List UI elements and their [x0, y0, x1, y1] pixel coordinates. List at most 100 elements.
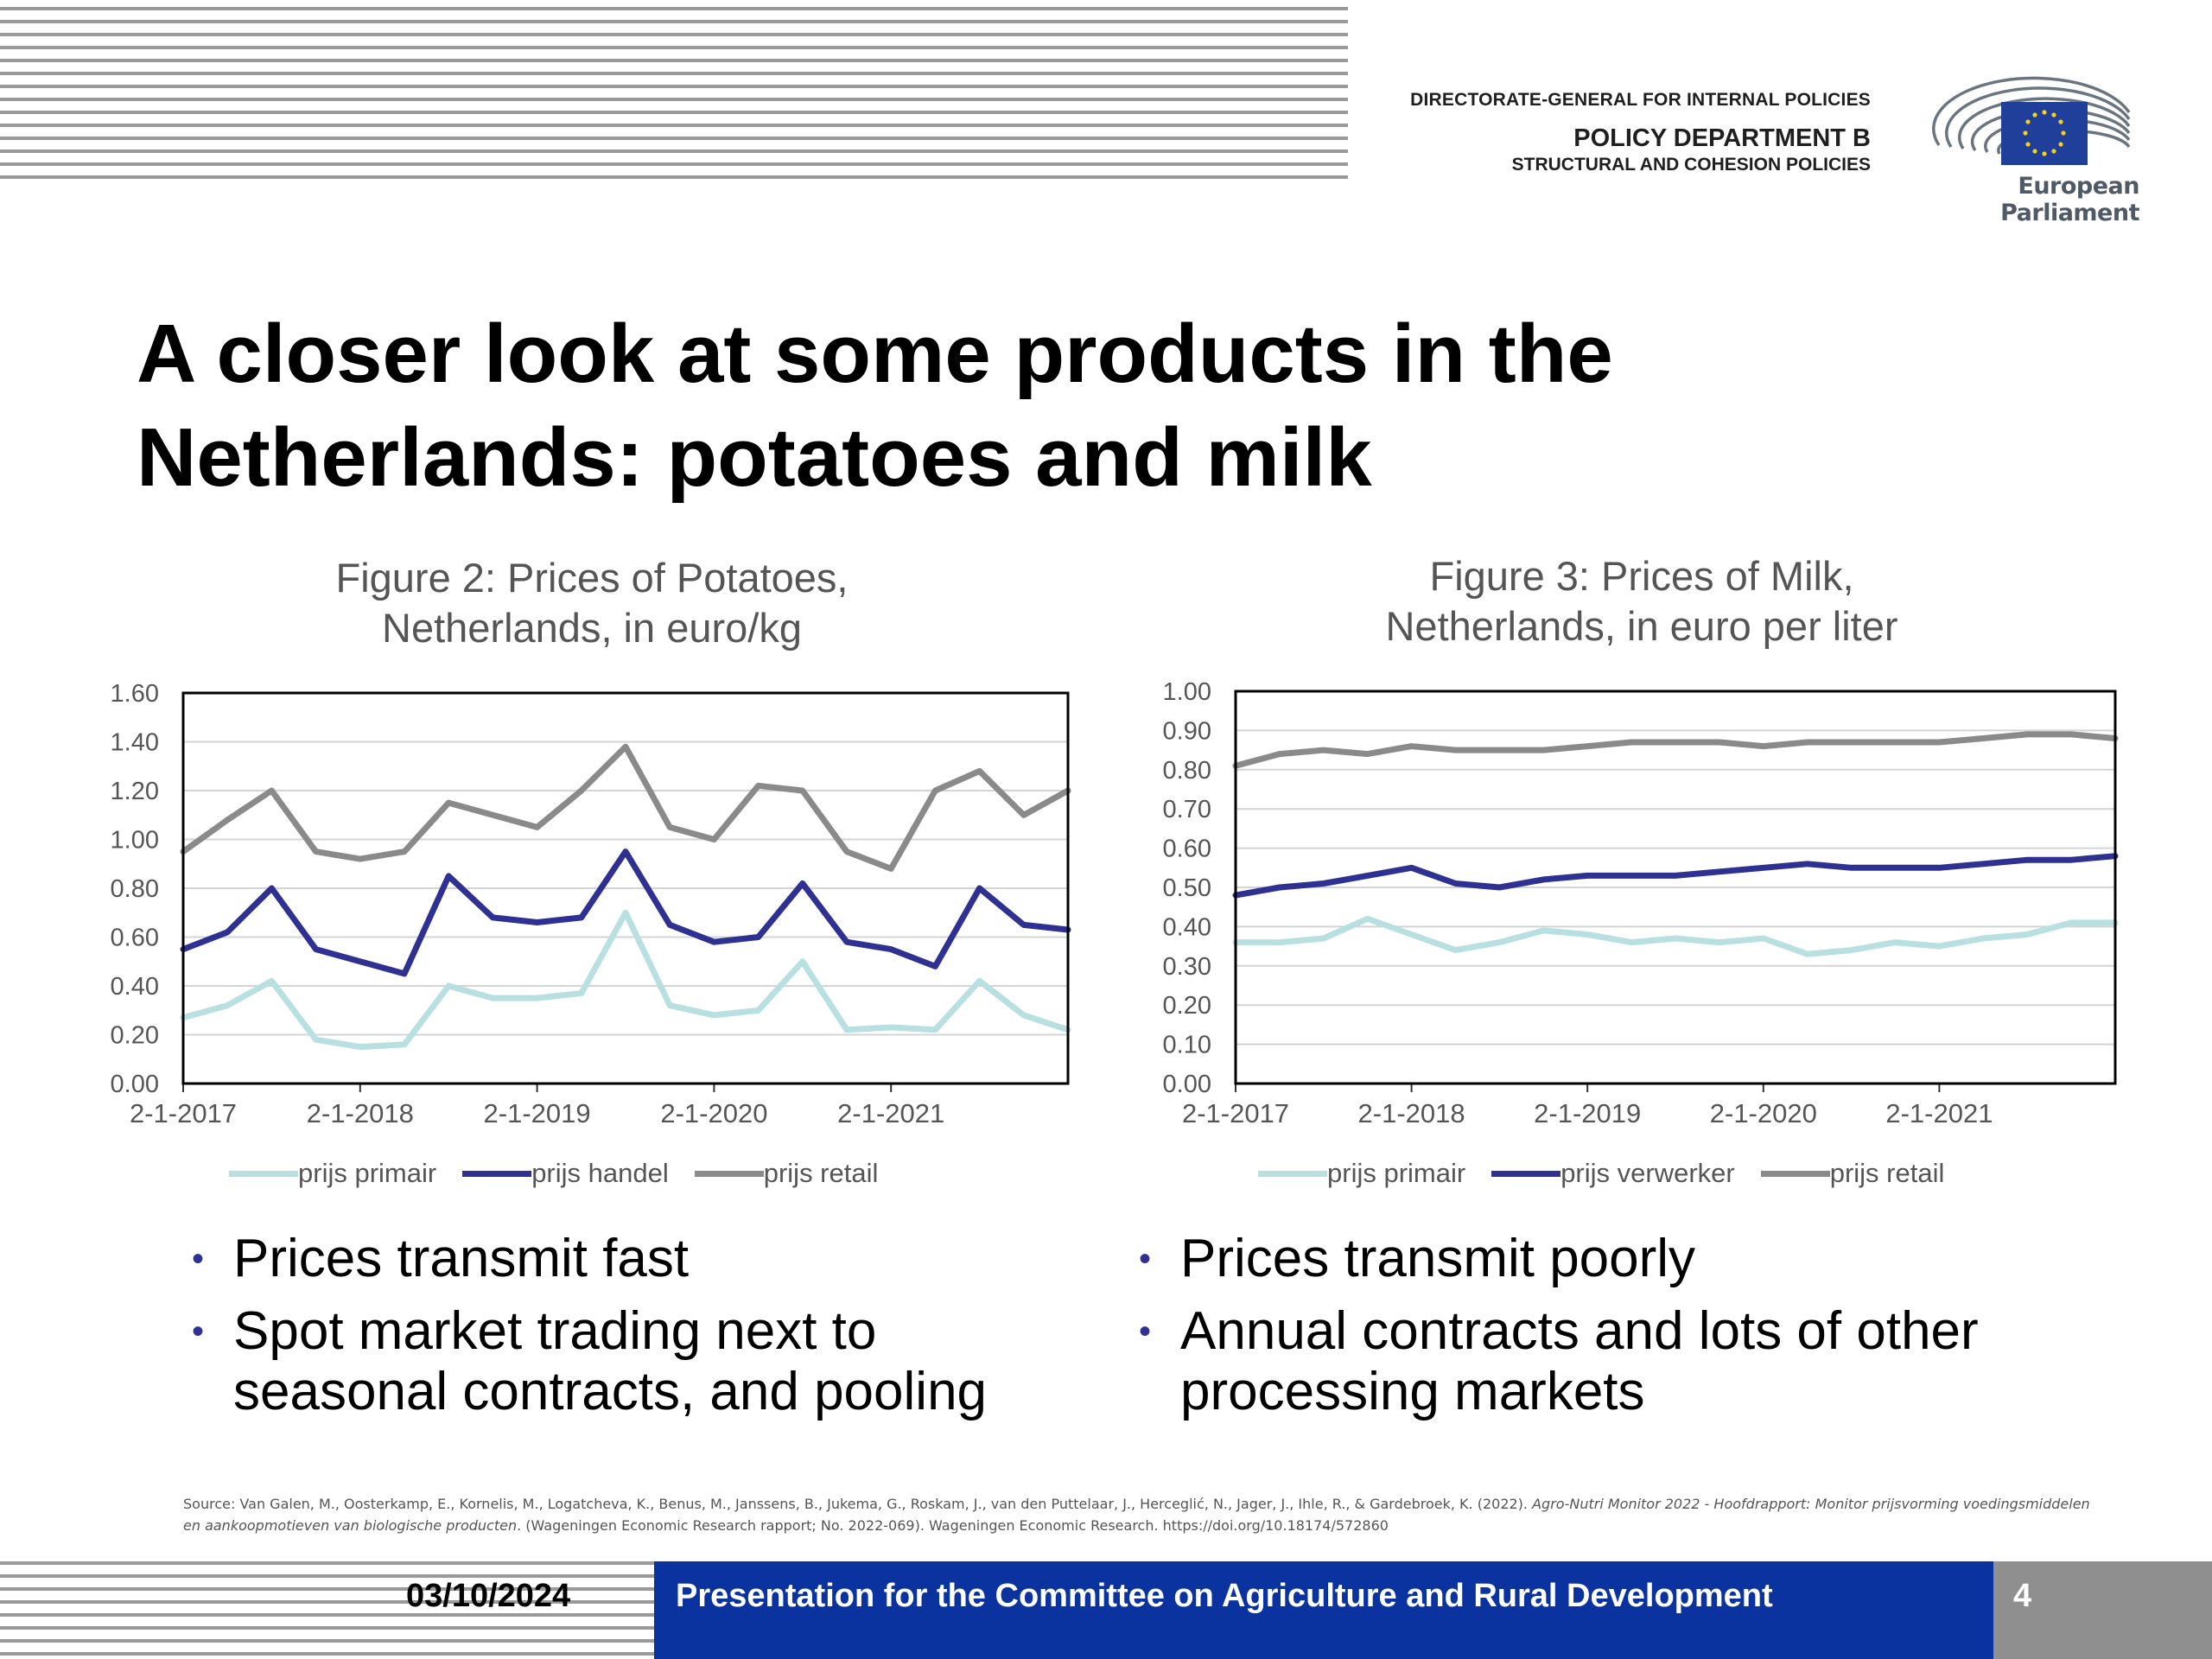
y-tick-label: 0.00: [1163, 1071, 1211, 1098]
series-line-prijs-retail: [1232, 731, 2119, 769]
dg-label: DIRECTORATE-GENERAL FOR INTERNAL POLICIE…: [1410, 90, 1871, 110]
header-stripes: [0, 7, 1348, 185]
figure2-title: Figure 2: Prices of Potatoes, Netherland…: [147, 553, 1037, 653]
y-tick-label: 0.20: [1163, 992, 1211, 1020]
slide-title-line2: Netherlands: potatoes and milk: [137, 411, 1372, 504]
source-suffix: . (Wageningen Economic Research rapport;…: [517, 1517, 1389, 1534]
european-parliament-logo-icon: [1932, 76, 2131, 165]
legend-label: prijs verwerker: [1560, 1158, 1735, 1188]
series-line-prijs-primair: [180, 909, 1071, 1051]
potato-chart-legend: prijs primair prijs handel prijs retail: [229, 1158, 904, 1189]
x-tick-label: 2-1-2019: [1534, 1098, 1641, 1128]
legend-item-prijs-retail: prijs retail: [694, 1158, 879, 1189]
y-tick-label: 1.00: [111, 827, 159, 855]
milk-chart-legend: prijs primair prijs verwerker prijs reta…: [1258, 1158, 1970, 1189]
bullet-text: Prices transmit poorly: [1180, 1229, 1696, 1288]
footer-page-box: [1993, 1561, 2212, 1659]
source-citation: Source: Van Galen, M., Oosterkamp, E., K…: [183, 1493, 2110, 1536]
bullet-dot: •: [192, 1240, 205, 1278]
y-tick-label: 0.40: [1163, 913, 1211, 941]
bullet-text-continued: seasonal contracts, and pooling: [233, 1362, 988, 1421]
y-tick-label: 1.40: [111, 729, 159, 757]
plot-area-border: [181, 691, 1070, 1085]
legend-label: prijs retail: [763, 1158, 879, 1188]
x-tick-label: 2-1-2019: [484, 1098, 591, 1128]
legend-item-prijs-handel: prijs handel: [462, 1158, 669, 1189]
bullet-text: Prices transmit fast: [233, 1229, 690, 1288]
x-tick-label: 2-1-2020: [1710, 1098, 1817, 1128]
y-tick-label: 0.80: [111, 875, 159, 903]
series-line-prijs-verwerker: [1232, 853, 2119, 899]
source-prefix: Source: Van Galen, M., Oosterkamp, E., K…: [183, 1496, 1529, 1512]
x-tick-label: 2-1-2020: [660, 1098, 767, 1128]
legend-swatch-retail: [694, 1170, 764, 1177]
y-tick-label: 0.60: [111, 925, 159, 952]
source-title: Agro-Nutri Monitor 2022 - Hoofdrapport: …: [183, 1496, 2090, 1534]
y-tick-label: 0.70: [1163, 796, 1211, 823]
footer-stripes: [0, 1561, 655, 1659]
y-tick-label: 0.60: [1163, 836, 1211, 863]
footer-date: 03/10/2024: [406, 1578, 571, 1614]
bullet-dot: •: [1139, 1240, 1152, 1278]
legend-swatch-verwerker: [1491, 1170, 1561, 1177]
y-tick-label: 0.80: [1163, 757, 1211, 785]
figure3-title-line1: Figure 3: Prices of Milk,: [1429, 553, 1854, 599]
x-tick-label: 2-1-2021: [837, 1098, 944, 1128]
y-tick-label: 0.40: [111, 973, 159, 1001]
legend-item-prijs-primair: prijs primair: [1258, 1158, 1465, 1189]
legend-item-prijs-primair: prijs primair: [229, 1158, 436, 1189]
bullet-item: • Prices transmit poorly: [1094, 1229, 1979, 1289]
figure2-title-line2: Netherlands, in euro/kg: [382, 605, 802, 651]
y-tick-label: 0.90: [1163, 717, 1211, 745]
series-line-prijs-handel: [180, 849, 1071, 977]
bullet-item: • Spot market trading next to seasonal c…: [147, 1301, 987, 1422]
legend-label: prijs handel: [531, 1158, 669, 1188]
x-tick-label: 2-1-2021: [1885, 1098, 1993, 1128]
y-tick-label: 0.20: [111, 1022, 159, 1050]
y-tick-label: 0.50: [1163, 874, 1211, 902]
subdepartment-label: STRUCTURAL AND COHESION POLICIES: [1511, 155, 1871, 175]
bullet-item: • Prices transmit fast: [147, 1229, 987, 1289]
slide-title: A closer look at some products in the Ne…: [137, 302, 1613, 510]
x-tick-label: 2-1-2018: [1358, 1098, 1465, 1128]
bullet-dot: •: [192, 1313, 205, 1351]
legend-label: prijs primair: [1327, 1158, 1466, 1188]
y-tick-label: 0.30: [1163, 953, 1211, 981]
bullet-text: Spot market trading next to: [233, 1301, 877, 1361]
legend-label: prijs retail: [1829, 1158, 1945, 1188]
footer-title: Presentation for the Committee on Agricu…: [676, 1578, 1773, 1614]
figure3-title-line2: Netherlands, in euro per liter: [1385, 603, 1898, 649]
figure3-title: Figure 3: Prices of Milk, Netherlands, i…: [1192, 551, 2091, 652]
y-tick-label: 0.00: [111, 1071, 159, 1098]
x-tick-label: 2-1-2017: [1182, 1098, 1289, 1128]
legend-label: prijs primair: [298, 1158, 437, 1188]
european-parliament-name: European Parliament: [2000, 173, 2139, 226]
legend-swatch-primair: [1258, 1170, 1327, 1177]
legend-swatch-retail: [1760, 1170, 1830, 1177]
page-number: 4: [2013, 1578, 2032, 1614]
x-tick-label: 2-1-2017: [130, 1098, 237, 1128]
y-tick-label: 1.20: [111, 778, 159, 805]
plot-area-border: [1234, 690, 2117, 1085]
y-tick-label: 1.60: [111, 680, 159, 708]
bullets-left: • Prices transmit fast • Spot market tra…: [147, 1229, 987, 1434]
legend-swatch-primair: [229, 1170, 298, 1177]
bullets-right: • Prices transmit poorly • Annual contra…: [1094, 1229, 1979, 1434]
bullet-text-continued: processing markets: [1180, 1362, 1645, 1421]
y-tick-label: 0.10: [1163, 1032, 1211, 1059]
department-label: POLICY DEPARTMENT B: [1573, 124, 1871, 152]
series-line-prijs-retail: [180, 743, 1071, 872]
bullet-text: Annual contracts and lots of other: [1180, 1301, 1979, 1361]
header-department: DIRECTORATE-GENERAL FOR INTERNAL POLICIE…: [1410, 90, 1871, 175]
figure2-title-line1: Figure 2: Prices of Potatoes,: [335, 555, 849, 601]
slide-title-line1: A closer look at some products in the: [137, 308, 1613, 400]
legend-item-prijs-verwerker: prijs verwerker: [1491, 1158, 1735, 1189]
legend-swatch-handel: [462, 1170, 532, 1177]
series-line-prijs-primair: [1232, 915, 2119, 957]
legend-item-prijs-retail: prijs retail: [1760, 1158, 1945, 1189]
y-tick-label: 1.00: [1163, 678, 1211, 706]
x-tick-label: 2-1-2018: [307, 1098, 414, 1128]
bullet-item: • Annual contracts and lots of other pro…: [1094, 1301, 1979, 1422]
bullet-dot: •: [1139, 1313, 1152, 1351]
footer-bar: [654, 1561, 1993, 1659]
